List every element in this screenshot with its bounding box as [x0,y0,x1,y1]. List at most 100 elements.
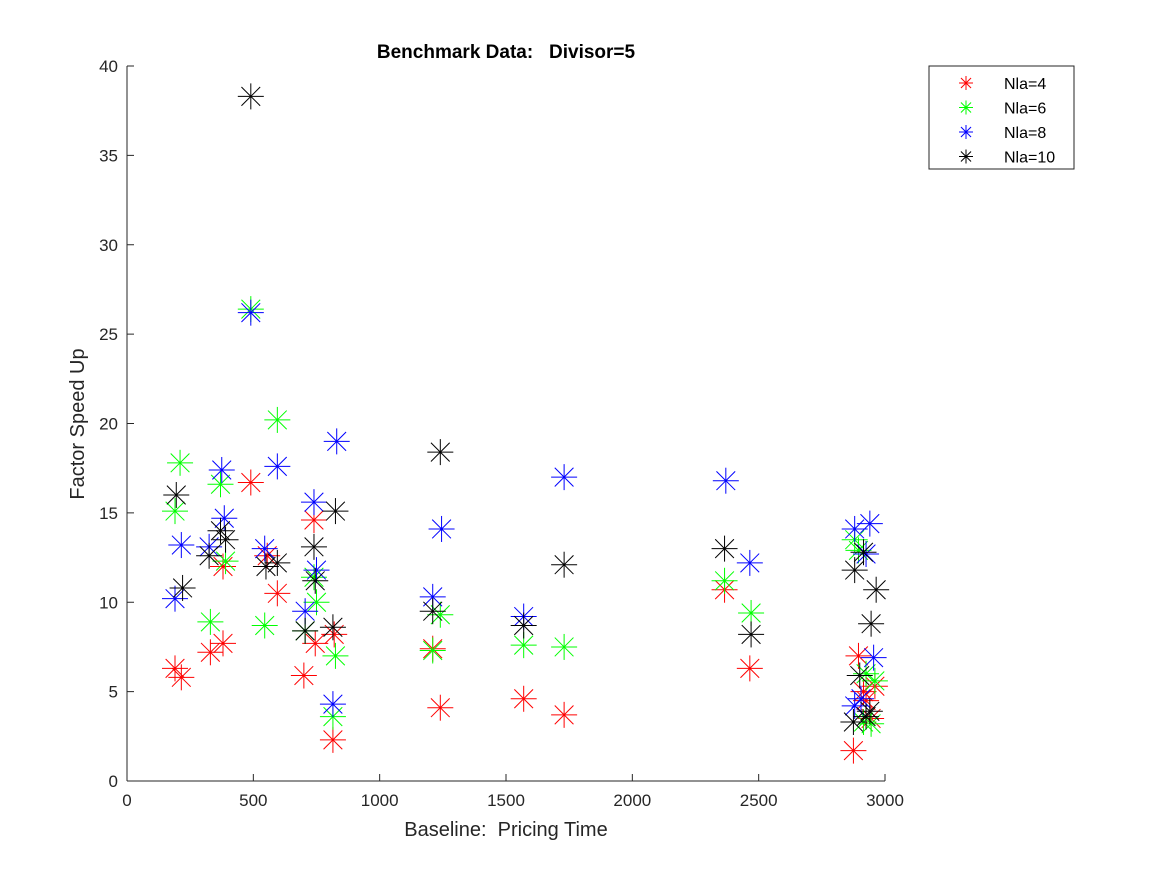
data-point [738,621,765,648]
y-tick-label: 40 [99,57,118,76]
y-tick-label: 20 [99,415,118,434]
legend-label: Nla=4 [1004,76,1046,93]
data-point [264,580,291,607]
data-point [264,549,291,576]
data-point [322,498,349,525]
data-point [208,456,235,483]
data-point [251,535,278,562]
data-point [858,710,885,737]
data-markers [162,83,890,764]
data-point [551,633,578,660]
data-point [237,299,264,326]
data-point [551,464,578,491]
series-3 [163,83,890,736]
data-point [167,449,194,476]
data-point [264,453,291,480]
data-point [169,574,196,601]
data-point [197,608,224,635]
data-point [264,406,291,433]
legend-label: Nla=10 [1004,150,1055,167]
data-point [302,630,329,657]
x-tick-label: 1500 [487,791,525,810]
legend-box [928,65,1075,170]
data-point [861,667,888,694]
data-point [212,526,239,553]
y-tick-label: 35 [99,146,118,165]
data-point [840,737,867,764]
data-point [427,601,454,628]
y-tick-label: 30 [99,236,118,255]
data-point [712,467,739,494]
data-point [322,642,349,669]
data-point [319,726,346,753]
data-point [419,637,446,664]
data-point [300,564,327,591]
data-point [302,567,329,594]
y-tick-label: 5 [109,683,118,702]
legend-label: Nla=6 [1004,101,1046,118]
data-point [419,598,446,625]
data-point [252,553,279,580]
data-point [738,599,765,626]
data-point [196,542,223,569]
data-point [853,687,880,714]
data-point [162,585,189,612]
data-point [711,567,738,594]
data-point [237,83,264,110]
data-point [197,639,224,666]
data-point [840,709,867,736]
data-point [163,482,190,508]
data-point [292,617,319,644]
data-point [841,515,868,542]
data-point [319,691,346,718]
data-point [168,532,195,559]
data-point [860,644,887,671]
data-point [162,498,189,525]
chart-title: Benchmark Data: Divisor=5 [377,42,636,63]
data-point [210,630,237,657]
data-point [207,471,234,498]
data-point [300,533,327,560]
data-point [251,612,278,639]
data-point [428,515,455,542]
y-tick-label: 15 [99,504,118,523]
x-tick-label: 2000 [613,791,651,810]
data-point [427,694,454,721]
x-ticks: 0 500 1000 1500 2000 2500 3000 [122,774,904,810]
y-tick-label: 0 [109,772,118,791]
data-point [711,535,738,562]
data-point [300,489,327,516]
data-point [551,701,578,728]
data-point [168,664,195,691]
legend-marker [959,76,973,90]
x-tick-label: 0 [122,791,131,810]
data-point [319,614,346,641]
legend-label: Nla=8 [1004,125,1046,142]
y-tick-label: 25 [99,325,118,344]
y-ticks: 0 5 10 15 20 25 30 35 40 [99,57,134,791]
data-point [510,685,537,712]
data-point [323,428,350,455]
x-tick-label: 500 [239,791,267,810]
legend-marker [959,149,973,164]
data-point [858,610,885,637]
x-tick-label: 3000 [866,791,904,810]
data-point [846,662,873,689]
data-point [856,510,883,537]
legend-marker [959,100,973,115]
legend: Nla=4 Nla=6 Nla=8 Nla=10 [928,65,1075,170]
y-axis-label: Factor Speed Up [67,348,89,499]
legend-marker [959,125,973,139]
data-point [856,698,883,725]
data-point [845,642,872,669]
data-point [863,576,890,603]
plot-area: 0 500 1000 1500 2000 2500 3000 0 5 10 15 20 25 30 35 4… [99,57,904,810]
x-axis-label: Baseline: Pricing Time [404,819,607,841]
data-point [853,540,880,567]
y-tick-label: 10 [99,593,118,612]
data-point [845,537,872,564]
x-tick-label: 1000 [361,791,399,810]
data-point [210,553,237,580]
data-point [237,469,264,496]
